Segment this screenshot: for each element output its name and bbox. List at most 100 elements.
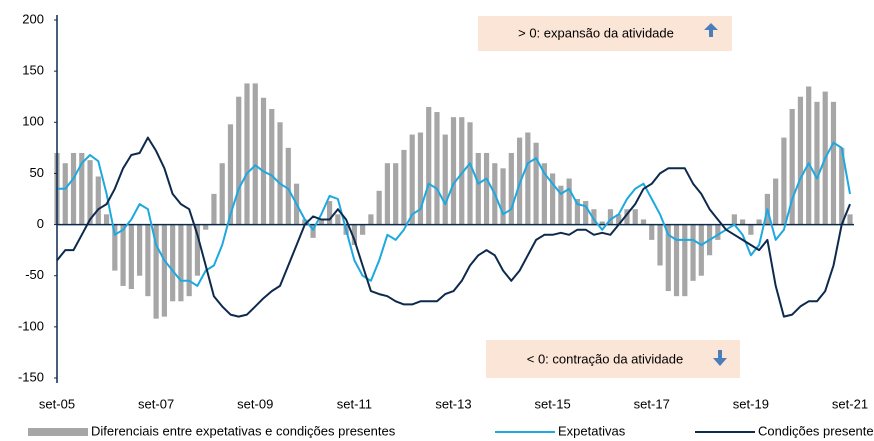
bar (773, 178, 779, 225)
bar (459, 117, 465, 225)
annotation-box (486, 340, 740, 378)
bar (632, 209, 638, 225)
line (56, 136, 851, 318)
bar (95, 176, 101, 225)
bar (211, 193, 217, 225)
x-tick-label: set-05 (39, 396, 75, 411)
bar (409, 134, 415, 225)
bar (120, 224, 126, 286)
bar (244, 83, 250, 225)
bar (533, 142, 539, 225)
bar (673, 224, 680, 297)
annotation-negative: < 0: contração da atividade (486, 340, 740, 378)
bar (731, 214, 737, 225)
y-tick-label: 200 (22, 11, 44, 26)
bar (442, 134, 448, 225)
bar (525, 132, 531, 225)
bar (483, 152, 490, 225)
bar (277, 122, 283, 225)
line (57, 141, 851, 287)
y-tick-label: 100 (22, 114, 44, 129)
x-tick-label: set-21 (832, 396, 868, 411)
bar (203, 224, 209, 230)
bar (128, 224, 134, 290)
y-tick-label: -50 (25, 267, 44, 282)
bar (450, 117, 457, 225)
bar (640, 219, 647, 225)
bar (87, 160, 93, 225)
bar (599, 221, 605, 225)
x-tick-label: set-09 (237, 396, 273, 411)
bar (665, 224, 671, 292)
y-tick-label: 150 (22, 63, 44, 78)
bar (70, 152, 77, 225)
bar (624, 209, 630, 225)
bar (417, 132, 424, 225)
x-tick-label: set-17 (634, 396, 670, 411)
bar (657, 224, 663, 266)
bar (574, 199, 581, 225)
y-tick-label: -100 (18, 318, 44, 333)
legend-item: Condições presentes (695, 423, 874, 438)
annotation-box (478, 16, 732, 51)
bar (806, 86, 812, 225)
bar (649, 224, 655, 240)
bar (748, 224, 754, 235)
x-tick-label: set-15 (535, 396, 571, 411)
plot: -150 -100 -50 0 50 100 150 200 set-05 set-07 set-0… (18, 11, 874, 438)
bar (186, 224, 192, 297)
bar (591, 209, 597, 225)
bar (285, 147, 291, 225)
x-tick-label: set-11 (337, 396, 372, 411)
bar (194, 224, 201, 276)
bar (368, 214, 374, 225)
bar (830, 101, 837, 225)
y-tick-label: 0 (37, 216, 44, 231)
bar (252, 83, 258, 225)
bar (112, 224, 118, 271)
legend-swatch (28, 428, 88, 436)
bar (145, 224, 151, 297)
bar (137, 224, 143, 276)
bar (698, 224, 704, 276)
bar (756, 219, 762, 225)
annotation-text: < 0: contração da atividade (527, 351, 683, 366)
bar (607, 209, 614, 225)
bar (103, 214, 110, 225)
bar (434, 112, 440, 225)
legend-label: Condições presentes (758, 423, 874, 438)
x-tick-label: set-07 (138, 396, 174, 411)
bar (161, 224, 167, 317)
bar (153, 224, 159, 319)
bar (550, 173, 556, 225)
bar (384, 163, 391, 225)
arrow-down (713, 350, 727, 366)
legend-item: Diferenciais entre expetativas e condiçõ… (28, 423, 396, 438)
bar (318, 219, 324, 225)
y-tick-label: -150 (18, 369, 44, 384)
bar (360, 224, 366, 235)
x-tick-label: set-19 (733, 396, 769, 411)
bar (467, 122, 473, 225)
bar (269, 108, 275, 225)
bar (426, 106, 432, 225)
bar (814, 101, 820, 225)
bar (740, 219, 746, 225)
bar (500, 168, 506, 225)
bar (227, 124, 234, 225)
y-tick-label: 50 (30, 165, 44, 180)
bar (566, 178, 572, 225)
bar (781, 137, 787, 225)
bar (326, 201, 333, 225)
bar (789, 108, 795, 225)
bar (310, 224, 316, 238)
bar (170, 224, 176, 302)
bar (351, 224, 357, 246)
bar (715, 224, 721, 240)
bar (260, 97, 267, 225)
bar (219, 163, 225, 225)
bar (393, 163, 399, 225)
bar (508, 152, 514, 225)
annotation-positive: > 0: expansão da atividade (478, 16, 732, 51)
legend-item: Expetativas (495, 423, 626, 438)
